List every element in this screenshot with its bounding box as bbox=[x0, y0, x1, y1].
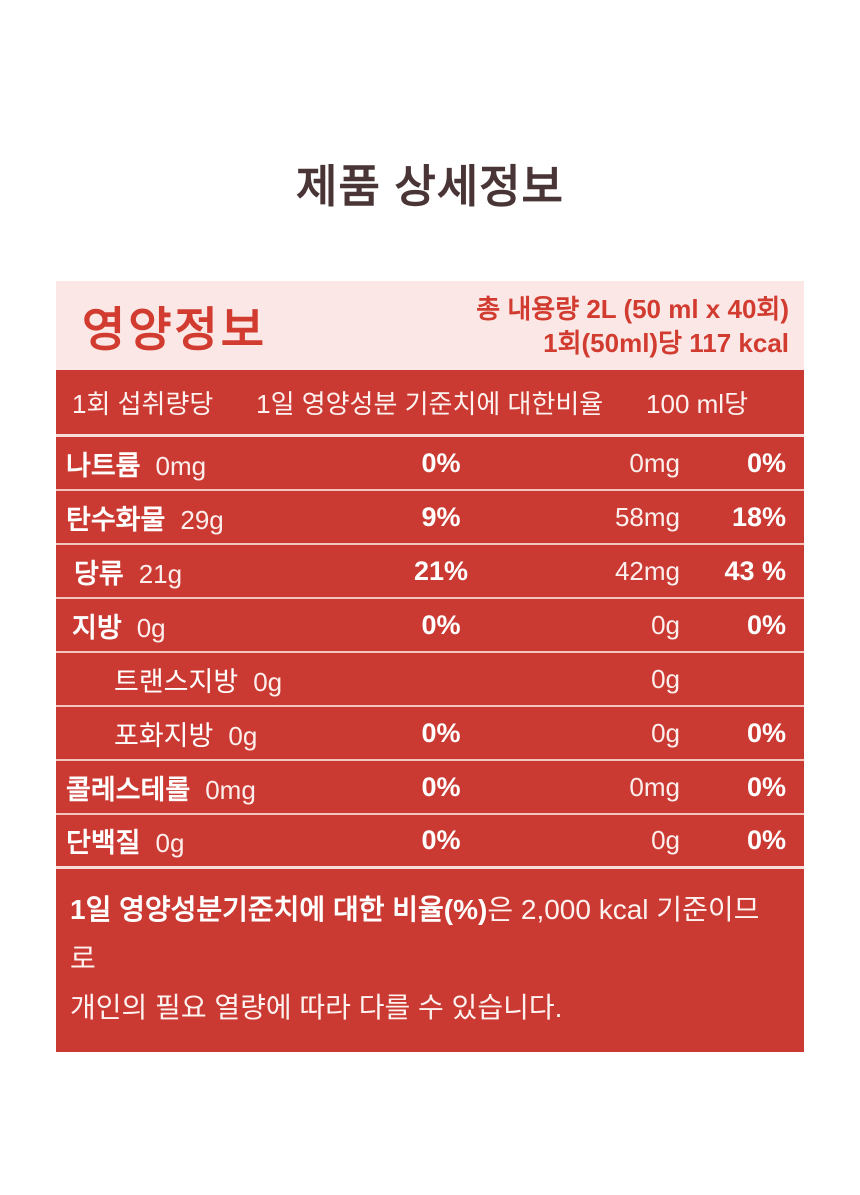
column-daily-value: 1일 영양성분 기준치에 대한비율 bbox=[256, 388, 604, 419]
nutrient-amount: 29g bbox=[180, 504, 224, 535]
daily-value-percent: 0% bbox=[421, 447, 461, 478]
nutrient-name-cell: 지방 0g bbox=[66, 606, 366, 645]
per-100ml-percent: 43 % bbox=[724, 555, 786, 586]
per-100ml-amount: 0g bbox=[651, 609, 680, 640]
nutrition-label-body: 1회 섭취량당 1일 영양성분 기준치에 대한비율 100 ml당 나트륨 0m… bbox=[56, 370, 804, 1052]
nutrient-row: 지방 0g 0% 0g 0% bbox=[56, 599, 804, 653]
serving-info: 총 내용량 2L (50 ml x 40회) 1회(50ml)당 117 kca… bbox=[476, 292, 789, 360]
per-100ml-percent: 0% bbox=[746, 771, 786, 802]
nutrient-row: 포화지방 0g 0% 0g 0% bbox=[56, 707, 804, 761]
nutrient-name-cell: 포화지방 0g bbox=[66, 714, 366, 753]
nutrient-name-cell: 탄수화물 29g bbox=[66, 498, 366, 537]
page-title: 제품 상세정보 bbox=[296, 161, 564, 212]
column-per-serving: 1회 섭취량당 bbox=[72, 388, 214, 419]
per-100ml-amount: 0mg bbox=[629, 771, 680, 802]
nutrition-info-heading: 영양정보 bbox=[82, 303, 267, 356]
per-100ml-percent: 0% bbox=[746, 717, 786, 748]
nutrient-name: 단백질 bbox=[66, 828, 141, 858]
nutrient-name: 지방 bbox=[72, 612, 122, 643]
per-100ml-percent: 0% bbox=[746, 825, 786, 855]
per-100ml-amount: 42mg bbox=[614, 555, 680, 586]
footnote-bold-text: 1일 영양성분기준치에 대한 비율(%) bbox=[70, 894, 488, 925]
column-per-100ml: 100 ml당 bbox=[646, 388, 748, 419]
daily-value-percent: 0% bbox=[421, 717, 461, 748]
footnote: 1일 영양성분기준치에 대한 비율(%)은 2,000 kcal 기준이므로 개… bbox=[56, 869, 804, 1052]
nutrient-name: 탄수화물 bbox=[66, 504, 166, 535]
nutrition-label-header: 영양정보 총 내용량 2L (50 ml x 40회) 1회(50ml)당 11… bbox=[56, 281, 804, 370]
per-100ml-percent: 0% bbox=[746, 447, 786, 478]
nutrient-name-cell: 트랜스지방 0g bbox=[66, 660, 366, 699]
nutrient-row: 나트륨 0mg 0% 0mg 0% bbox=[56, 437, 804, 491]
daily-value-percent: 21% bbox=[413, 555, 469, 586]
footnote-line1-rest: 은 2,000 kcal 기준이므로 bbox=[70, 894, 760, 974]
footnote-line2: 개인의 필요 열량에 따라 다를 수 있습니다. bbox=[70, 992, 563, 1023]
nutrition-label: 영양정보 총 내용량 2L (50 ml x 40회) 1회(50ml)당 11… bbox=[56, 281, 804, 1052]
nutrient-rows: 나트륨 0mg 0% 0mg 0% 탄수화물 29g 9% 58mg 18% 당… bbox=[56, 437, 804, 869]
per-100ml-amount: 0g bbox=[651, 825, 680, 855]
nutrient-row: 콜레스테롤 0mg 0% 0mg 0% bbox=[56, 761, 804, 815]
nutrient-amount: 0g bbox=[155, 828, 185, 858]
nutrient-amount: 0mg bbox=[205, 774, 256, 805]
per-100ml-percent: 0% bbox=[746, 609, 786, 640]
nutrient-amount: 0g bbox=[253, 666, 283, 697]
daily-value-percent: 0% bbox=[421, 825, 461, 855]
nutrient-row: 단백질 0g 0% 0g 0% bbox=[56, 815, 804, 869]
total-volume-line: 총 내용량 2L (50 ml x 40회) bbox=[476, 293, 789, 324]
nutrient-name: 트랜스지방 bbox=[114, 666, 239, 697]
column-header-row: 1회 섭취량당 1일 영양성분 기준치에 대한비율 100 ml당 bbox=[56, 370, 804, 437]
nutrient-name: 당류 bbox=[74, 558, 124, 589]
per-100ml-amount: 0g bbox=[651, 717, 680, 748]
nutrient-name: 콜레스테롤 bbox=[66, 774, 191, 805]
nutrient-amount: 0mg bbox=[155, 450, 207, 481]
nutrient-amount: 0g bbox=[136, 612, 166, 643]
nutrient-name: 나트륨 bbox=[66, 450, 141, 481]
per-100ml-amount: 0mg bbox=[629, 447, 680, 478]
nutrient-name-cell: 나트륨 0mg bbox=[66, 444, 366, 483]
per-100ml-amount: 0g bbox=[651, 663, 680, 694]
nutrient-row: 당류 21g 21% 42mg 43 % bbox=[56, 545, 804, 599]
nutrient-name-cell: 단백질 0g bbox=[66, 821, 366, 860]
nutrient-row: 트랜스지방 0g 0g bbox=[56, 653, 804, 707]
nutrient-row: 탄수화물 29g 9% 58mg 18% bbox=[56, 491, 804, 545]
nutrient-name-cell: 당류 21g bbox=[66, 552, 366, 591]
daily-value-percent: 9% bbox=[421, 501, 461, 532]
nutrient-name-cell: 콜레스테롤 0mg bbox=[66, 768, 366, 807]
per-serving-kcal-line: 1회(50ml)당 117 kcal bbox=[543, 327, 789, 358]
nutrient-amount: 21g bbox=[138, 558, 183, 589]
daily-value-percent: 0% bbox=[421, 771, 461, 802]
per-100ml-amount: 58mg bbox=[614, 501, 680, 532]
per-100ml-percent: 18% bbox=[731, 501, 786, 532]
nutrient-amount: 0g bbox=[228, 720, 258, 751]
daily-value-percent: 0% bbox=[421, 609, 461, 640]
nutrient-name: 포화지방 bbox=[114, 720, 214, 751]
